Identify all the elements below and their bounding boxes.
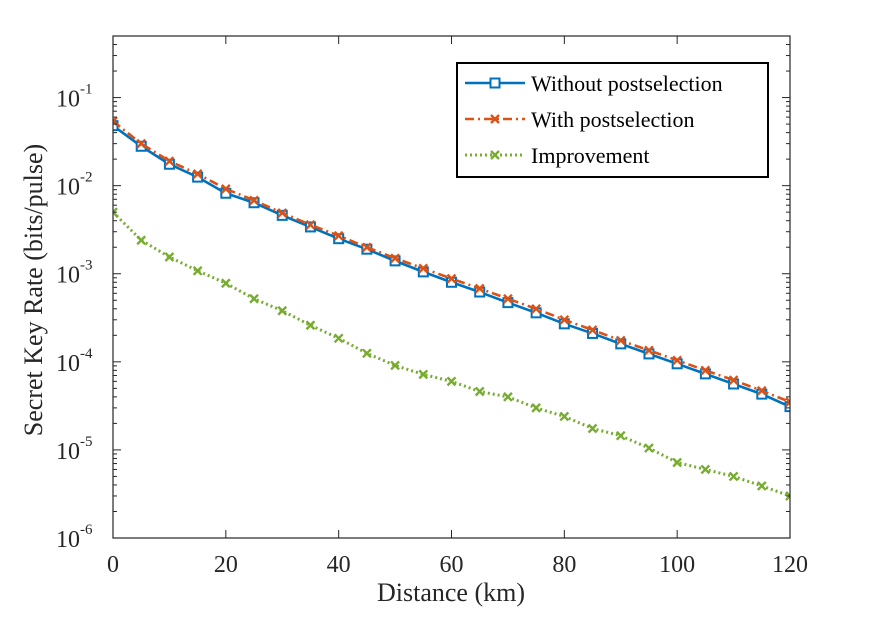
data-point bbox=[700, 365, 711, 376]
data-point bbox=[164, 156, 175, 166]
data-point bbox=[756, 385, 767, 396]
y-tick-label-base: 10 bbox=[56, 87, 80, 113]
y-axis-title: Secret Key Rate (bits/pulse) bbox=[19, 144, 48, 436]
data-point bbox=[728, 375, 739, 385]
x-axis-title: Distance (km) bbox=[377, 578, 525, 607]
x-tick-label: 40 bbox=[327, 552, 351, 578]
data-point bbox=[248, 197, 260, 209]
y-tick-label: 10 -4 bbox=[56, 346, 93, 377]
data-point bbox=[277, 305, 288, 316]
data-point bbox=[446, 273, 457, 284]
x-tick-label: 20 bbox=[214, 552, 238, 578]
data-point bbox=[644, 443, 654, 453]
data-point bbox=[192, 169, 203, 179]
data-point bbox=[559, 411, 570, 422]
y-tick-label: 10 -2 bbox=[56, 170, 93, 201]
y-tick-label: 10 -6 bbox=[56, 522, 93, 553]
data-point bbox=[615, 430, 626, 441]
data-point bbox=[249, 195, 259, 206]
data-point bbox=[474, 386, 485, 397]
data-point bbox=[113, 207, 118, 218]
y-tick-label: 10 -1 bbox=[56, 82, 93, 113]
data-point bbox=[785, 397, 790, 407]
data-point bbox=[333, 230, 344, 241]
legend-entry: With postselection bbox=[465, 107, 694, 132]
legend-marker bbox=[490, 150, 500, 160]
data-point bbox=[390, 253, 400, 264]
legend-label: Without postselection bbox=[531, 71, 723, 96]
x-tick-label: 100 bbox=[659, 552, 695, 578]
data-point bbox=[587, 325, 598, 335]
data-point bbox=[587, 423, 598, 434]
data-point bbox=[700, 464, 711, 475]
y-tick-label-exponent: -4 bbox=[80, 346, 93, 362]
data-point bbox=[784, 401, 790, 413]
series-without-postselection bbox=[113, 120, 790, 413]
data-point bbox=[390, 360, 400, 371]
data-point bbox=[503, 293, 513, 304]
data-point bbox=[277, 208, 288, 218]
series-with-postselection bbox=[113, 116, 790, 407]
data-point bbox=[362, 242, 372, 253]
data-point bbox=[164, 252, 175, 262]
series-improvement bbox=[113, 207, 790, 501]
data-point bbox=[418, 369, 429, 380]
y-tick-label-exponent: -1 bbox=[80, 82, 93, 98]
data-point bbox=[559, 314, 570, 325]
y-tick-label: 10 -3 bbox=[56, 258, 93, 289]
y-tick-label-exponent: -2 bbox=[80, 170, 93, 186]
data-point bbox=[305, 219, 316, 230]
data-point bbox=[672, 355, 683, 366]
data-point bbox=[220, 278, 231, 289]
data-point bbox=[220, 183, 231, 194]
axes-box bbox=[112, 35, 791, 539]
series-layer bbox=[113, 116, 790, 501]
data-point bbox=[474, 283, 485, 294]
legend-marker bbox=[489, 77, 501, 89]
legend-entry: Without postselection bbox=[465, 71, 723, 96]
data-point bbox=[728, 471, 739, 482]
x-tick-label: 0 bbox=[107, 552, 119, 578]
data-point bbox=[531, 403, 541, 413]
data-point bbox=[305, 320, 316, 331]
x-tick-label: 80 bbox=[552, 552, 576, 578]
y-tick-label-base: 10 bbox=[56, 351, 80, 377]
y-tick-label-base: 10 bbox=[56, 439, 80, 465]
data-point bbox=[136, 235, 147, 246]
y-tick-label-base: 10 bbox=[56, 527, 80, 553]
x-tick-label: 60 bbox=[440, 552, 464, 578]
data-point bbox=[333, 333, 344, 344]
data-point bbox=[672, 457, 683, 468]
data-point bbox=[615, 335, 626, 346]
data-point bbox=[756, 481, 767, 491]
legend-label: With postselection bbox=[531, 107, 694, 132]
y-tick-label-base: 10 bbox=[56, 175, 80, 201]
y-tick-label: 10 -5 bbox=[56, 434, 93, 465]
data-point bbox=[362, 348, 372, 359]
legend-marker bbox=[490, 114, 500, 124]
data-point bbox=[192, 265, 203, 276]
data-point bbox=[418, 263, 429, 274]
data-point bbox=[644, 345, 654, 356]
x-tick-label: 120 bbox=[772, 552, 808, 578]
y-tick-label-exponent: -3 bbox=[80, 258, 93, 274]
data-point bbox=[249, 293, 259, 304]
legend: Without postselection With postselection I… bbox=[456, 62, 769, 178]
data-point bbox=[785, 491, 790, 501]
data-point bbox=[389, 255, 401, 267]
data-point bbox=[531, 303, 541, 314]
y-tick-label-base: 10 bbox=[56, 263, 80, 289]
y-tick-label-exponent: -6 bbox=[80, 522, 93, 538]
y-tick-label-exponent: -5 bbox=[80, 434, 93, 450]
data-point bbox=[446, 376, 457, 387]
legend-entry: Improvement bbox=[465, 143, 650, 168]
data-point bbox=[136, 138, 147, 149]
data-point bbox=[503, 392, 513, 402]
legend-label: Improvement bbox=[531, 143, 650, 168]
